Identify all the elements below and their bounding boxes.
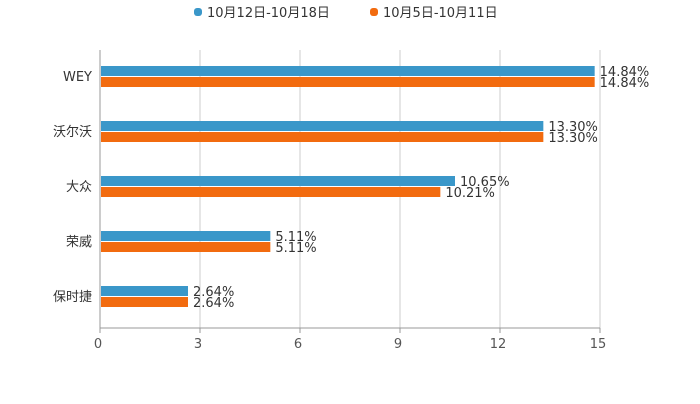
category-label: 沃尔沃 xyxy=(53,125,92,140)
data-label-2-3: 10.21% xyxy=(445,186,495,201)
bars xyxy=(101,66,595,307)
bar-1-3 xyxy=(101,176,455,186)
bar-2-3 xyxy=(101,187,441,197)
legend-marker-1 xyxy=(194,8,202,16)
legend-label-2: 10月5日-10月11日 xyxy=(383,6,498,21)
legend: 10月12日-10月18日 10月5日-10月11日 xyxy=(194,6,498,21)
data-label-1-5: 2.64% xyxy=(193,285,234,300)
data-label-1-2: 13.30% xyxy=(548,120,598,135)
data-label-2-4: 5.11% xyxy=(275,241,316,256)
data-label-2-2: 13.30% xyxy=(548,131,598,146)
category-label: 大众 xyxy=(66,180,92,195)
x-tick-label-9: 9 xyxy=(394,337,402,352)
value-labels: 14.84%14.84% 13.30%13.30% 10.65%10.21% 5.11… xyxy=(193,65,649,311)
bar-1-4 xyxy=(101,231,271,241)
x-tick-label-12: 12 xyxy=(490,337,507,352)
data-label-1-3: 10.65% xyxy=(460,175,510,190)
bar-2-2 xyxy=(101,132,544,142)
x-tick-label-6: 6 xyxy=(294,337,302,352)
data-label-1-4: 5.11% xyxy=(275,230,316,245)
x-axis: 0 3 6 9 12 15 xyxy=(94,327,607,352)
data-label-1-1: 14.84% xyxy=(600,65,650,80)
category-label: 荣威 xyxy=(66,235,92,250)
legend-marker-2 xyxy=(370,8,378,16)
category-label: WEY xyxy=(63,70,92,85)
data-label-2-1: 14.84% xyxy=(600,76,650,91)
legend-label-1: 10月12日-10月18日 xyxy=(207,6,330,21)
x-tick-label-3: 3 xyxy=(194,337,202,352)
bar-2-1 xyxy=(101,77,595,87)
data-label-2-5: 2.64% xyxy=(193,296,234,311)
bar-1-5 xyxy=(101,286,188,296)
category-label: 保时捷 xyxy=(53,290,92,305)
bar-1-1 xyxy=(101,66,595,76)
x-tick-label-0: 0 xyxy=(94,337,102,352)
bar-1-2 xyxy=(101,121,544,131)
bar-2-5 xyxy=(101,297,188,307)
bar-2-4 xyxy=(101,242,271,252)
x-tick-label-15: 15 xyxy=(590,337,607,352)
